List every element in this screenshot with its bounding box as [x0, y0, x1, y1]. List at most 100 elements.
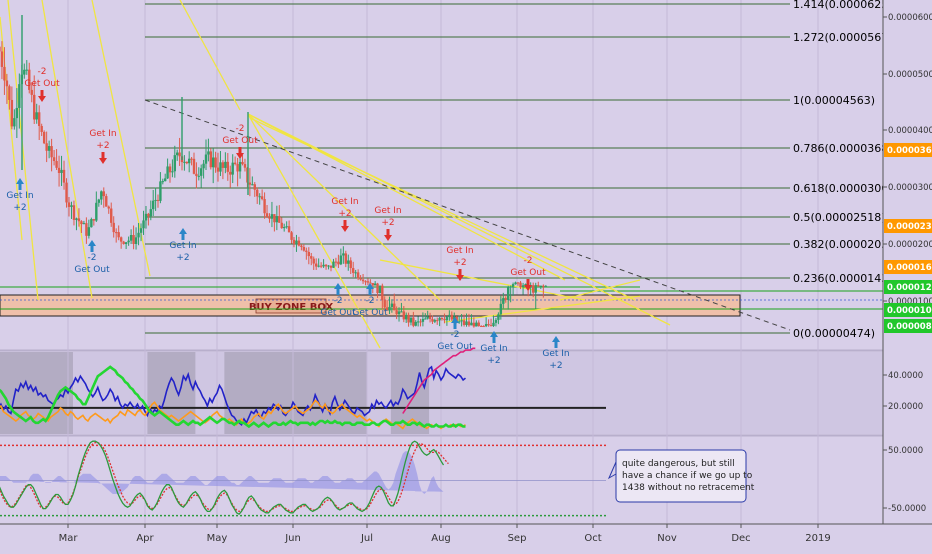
- buy-arrow-icon: [334, 283, 342, 295]
- yellow-trend-line: [7, 0, 39, 301]
- candle-body: [173, 155, 176, 172]
- buy-signal: -2 Get Out: [352, 283, 388, 318]
- buy-signal: Get In +2: [169, 228, 197, 263]
- candle-body: [50, 146, 53, 158]
- candle-body: [402, 311, 406, 320]
- candle-body: [107, 206, 110, 209]
- sell-signal: -2 Get Out: [24, 67, 60, 102]
- candle-body: [65, 182, 68, 203]
- buy-arrow-icon: [451, 317, 459, 329]
- candle-body: [270, 214, 274, 219]
- price-tag-label: 0.00001631: [887, 263, 932, 273]
- price-tag-bg: [884, 303, 932, 317]
- candle-body: [307, 251, 310, 257]
- indicator2-tick-label: -50.0000: [888, 504, 926, 514]
- candle-body: [385, 307, 389, 311]
- buy-signal-value: +2: [176, 253, 189, 263]
- candle-body: [72, 205, 76, 220]
- candle-body: [258, 196, 261, 198]
- candle-body: [354, 272, 357, 274]
- dashed-trend-line: [144, 99, 791, 331]
- candle-body: [178, 152, 181, 157]
- fib-level-label: 0.382(0.00002036): [793, 238, 900, 251]
- sell-signal-label: +2: [453, 258, 466, 268]
- candle-body: [419, 321, 422, 323]
- oscillator-green-line: [0, 440, 445, 516]
- candle-body: [70, 205, 73, 207]
- candle-body: [329, 265, 333, 268]
- buy-signal-label: -2: [451, 330, 460, 340]
- candle-body: [470, 322, 473, 326]
- candle-body: [494, 319, 498, 323]
- fib-level-label: 1.272(0.00005676): [793, 31, 900, 44]
- candle-body: [366, 281, 370, 283]
- candle-body: [440, 317, 444, 320]
- candle-body: [188, 158, 191, 164]
- candle-body: [219, 162, 222, 172]
- candle-body: [168, 166, 172, 173]
- candle-body: [15, 107, 19, 119]
- candle-body: [364, 281, 367, 283]
- time-tick-label: Apr: [136, 533, 154, 544]
- candle-body: [251, 184, 254, 186]
- candle-body: [390, 303, 394, 307]
- candle-body: [278, 216, 281, 223]
- candle-body: [504, 298, 507, 300]
- candle-body: [356, 272, 360, 279]
- buy-signal: -2 Get Out: [320, 283, 356, 318]
- sell-signal-value: -2: [236, 124, 245, 134]
- candle-body: [137, 232, 140, 238]
- sell-signal-value: -2: [524, 256, 533, 266]
- buy-signal-label: Get In: [169, 241, 196, 251]
- candle-body: [453, 316, 456, 320]
- yellow-trend-line: [179, 0, 241, 111]
- buy-zone-label: BUY ZONE BOX: [249, 302, 334, 313]
- candle-body: [342, 253, 345, 256]
- candle-body: [334, 261, 338, 263]
- candle-body: [290, 232, 293, 240]
- candle-body: [60, 169, 63, 173]
- candle-body: [448, 314, 451, 318]
- candle-body: [332, 261, 335, 268]
- sell-signal-value: Get In: [446, 246, 473, 256]
- indicator2-tick-label: 50.0000: [888, 446, 923, 456]
- price-tag-bg: [884, 319, 932, 333]
- candle-body: [487, 324, 490, 326]
- time-tick-label: Jul: [360, 533, 373, 544]
- sell-signal: Get In +2: [374, 206, 402, 241]
- fib-level-label: 0.236(0.00001439): [793, 272, 900, 285]
- candle-body: [339, 255, 343, 265]
- candle-body: [438, 317, 441, 321]
- candle-body: [371, 283, 374, 286]
- candle-body: [285, 226, 288, 228]
- candle-body: [373, 283, 377, 286]
- candle-body: [455, 316, 458, 323]
- candle-body: [409, 317, 413, 323]
- sell-signal-value: -2: [38, 67, 47, 77]
- candle-body: [105, 196, 108, 207]
- buy-arrow-icon: [88, 240, 96, 252]
- buy-signal-label: Get In: [6, 191, 33, 201]
- candle-body: [28, 69, 31, 90]
- sell-signal-label: +2: [96, 141, 109, 151]
- candle-body: [539, 285, 542, 287]
- time-tick-label: Sep: [508, 533, 527, 544]
- sell-signal: -2 Get Out: [222, 124, 258, 159]
- candle-body: [315, 263, 318, 267]
- candle-body: [8, 86, 11, 100]
- candle-body: [477, 322, 480, 326]
- buy-signal-label: Get In: [542, 349, 569, 359]
- candle-body: [514, 282, 517, 285]
- candle-body: [516, 282, 520, 284]
- indicator1-blue-line: [0, 365, 466, 426]
- candle-body: [407, 314, 410, 323]
- candle-body: [537, 285, 540, 287]
- candle-body: [231, 162, 234, 175]
- candle-body: [124, 242, 128, 244]
- candle-body: [319, 265, 323, 267]
- candle-body: [337, 261, 340, 265]
- buy-signal-value: Get Out: [437, 342, 473, 352]
- note-pointer: [607, 461, 617, 480]
